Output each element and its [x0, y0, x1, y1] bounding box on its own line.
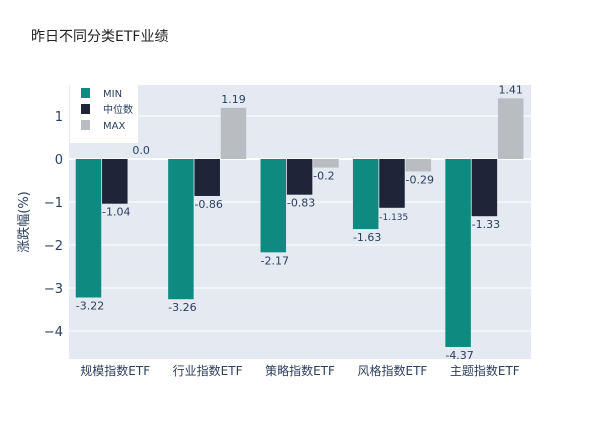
data-label: -3.26 — [168, 301, 196, 314]
data-label: -0.2 — [313, 170, 334, 183]
bar-中位数 — [471, 158, 498, 217]
data-label: -0.86 — [194, 198, 222, 211]
legend-label: MIN — [103, 89, 122, 100]
y-tick-label: −2 — [44, 239, 63, 254]
data-label: 1.19 — [221, 93, 246, 106]
data-label: -4.37 — [445, 349, 473, 362]
x-tick-label: 风格指数ETF — [357, 363, 427, 378]
bar-MAX — [313, 158, 339, 168]
x-tick-label: 规模指数ETF — [80, 363, 150, 378]
data-label: -2.17 — [261, 254, 289, 267]
data-label: -1.33 — [472, 218, 500, 231]
legend-label: 中位数 — [103, 103, 133, 116]
y-tick-label: −3 — [44, 282, 63, 297]
data-label: 1.41 — [498, 83, 523, 96]
bar-MIN — [445, 158, 471, 347]
bar-MIN — [168, 158, 194, 300]
bar-中位数 — [102, 158, 128, 204]
x-tick-label: 行业指数ETF — [173, 363, 243, 378]
legend-swatch — [81, 88, 90, 98]
data-label: -0.83 — [287, 197, 315, 210]
data-label: -3.22 — [76, 299, 104, 312]
y-tick-label: −1 — [44, 196, 63, 211]
data-label: 0.0 — [132, 144, 150, 157]
data-label: -1.135 — [379, 213, 408, 223]
data-label: -1.04 — [102, 206, 130, 219]
bar-中位数 — [286, 158, 313, 195]
legend-swatch — [81, 120, 90, 130]
legend-swatch — [81, 104, 90, 114]
bar-MAX — [497, 98, 524, 159]
chart-title: 昨日不同分类ETF业绩 — [31, 29, 169, 45]
bar-中位数 — [194, 158, 220, 196]
bar-MAX — [220, 107, 247, 159]
y-tick-label: 0 — [55, 153, 63, 168]
bar-中位数 — [379, 158, 405, 208]
bar-MAX — [405, 158, 432, 172]
y-tick-label: −4 — [44, 325, 63, 340]
legend-label: MAX — [103, 121, 125, 132]
data-label: -1.63 — [353, 231, 381, 244]
y-axis-title: 涨跌幅(%) — [16, 191, 32, 253]
data-label: -0.29 — [406, 173, 434, 186]
x-tick-label: 主题指数ETF — [450, 363, 520, 378]
bar-MIN — [75, 158, 102, 298]
bar-MIN — [260, 158, 287, 253]
bar-MIN — [352, 158, 379, 230]
x-tick-label: 策略指数ETF — [265, 363, 335, 378]
y-tick-label: 1 — [55, 110, 63, 125]
